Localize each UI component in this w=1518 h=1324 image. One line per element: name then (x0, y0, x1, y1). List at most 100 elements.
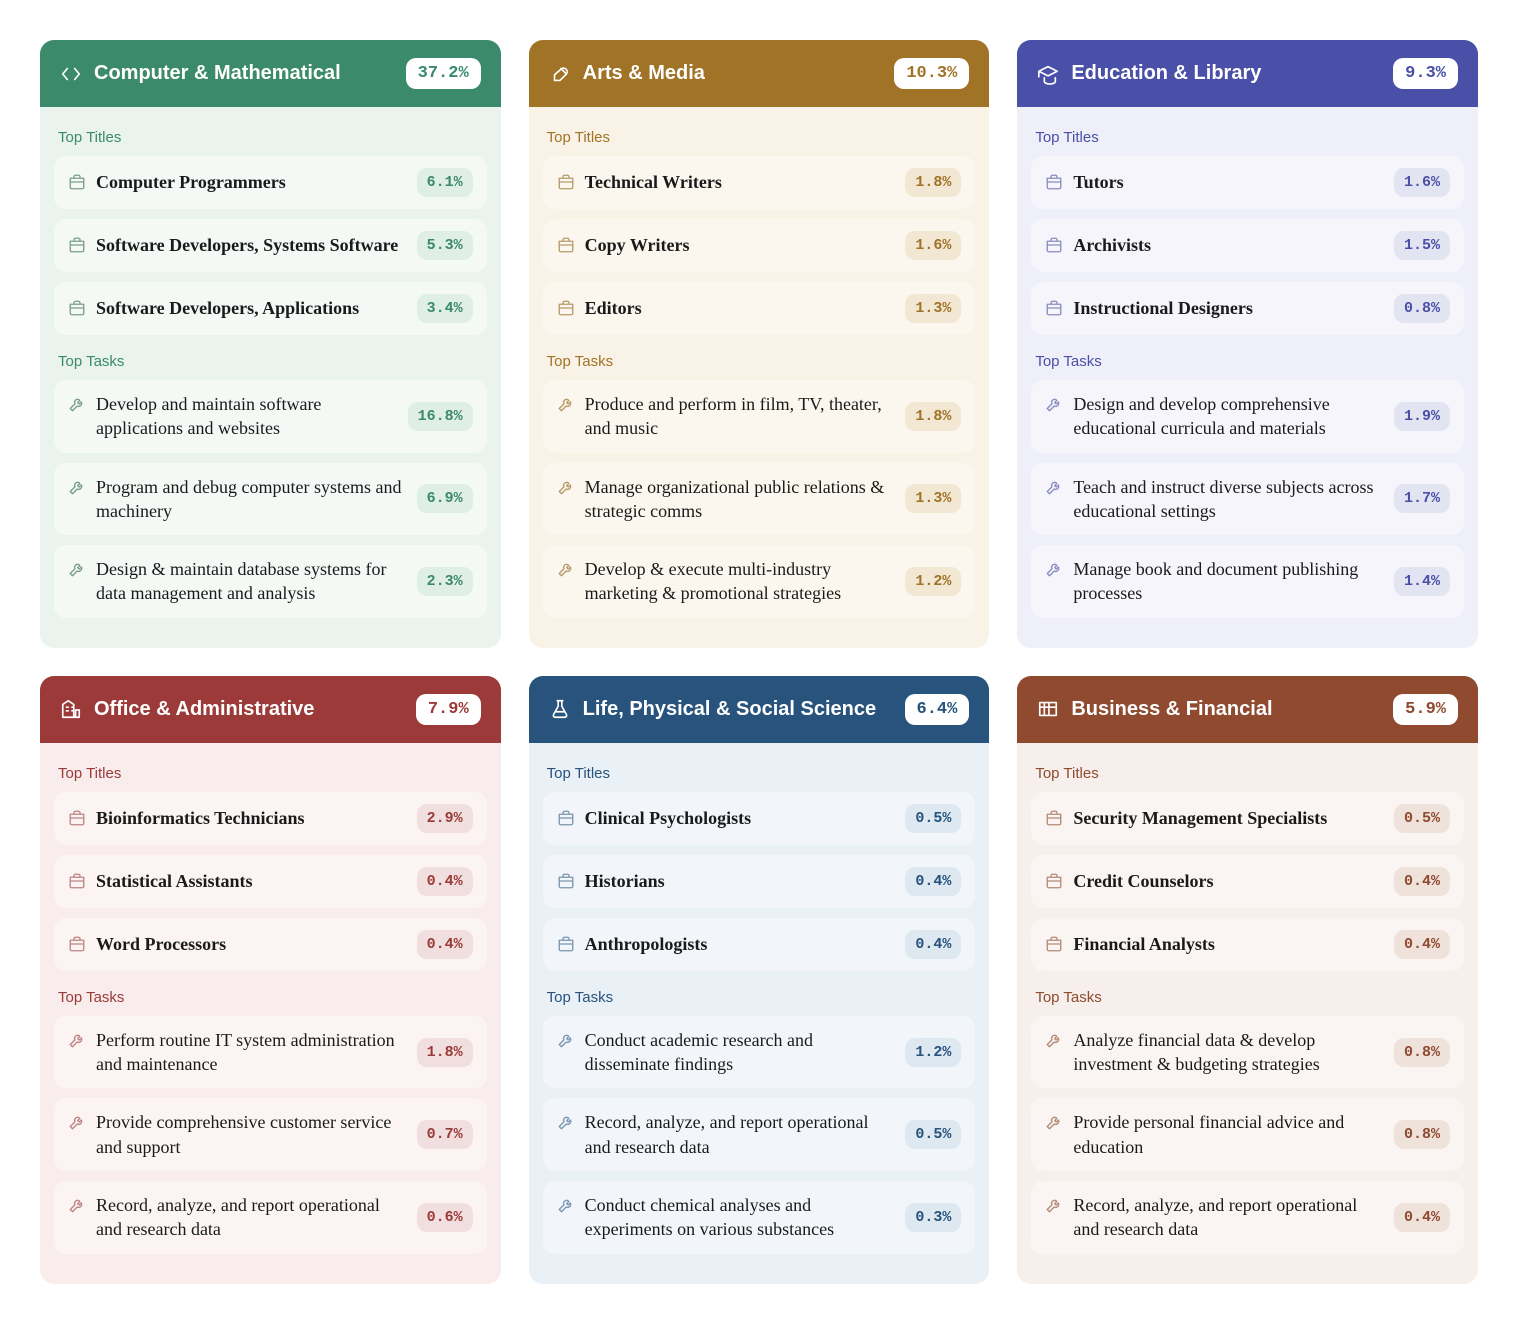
wrench-icon (557, 1031, 575, 1049)
science-category-icon (549, 698, 571, 720)
card-header: Computer & Mathematical37.2% (40, 40, 501, 107)
task-percentage: 1.2% (905, 567, 961, 596)
title-label: Financial Analysts (1073, 932, 1215, 956)
task-row: Develop & execute multi-industry marketi… (543, 545, 976, 618)
briefcase-icon (1045, 935, 1063, 953)
title-row: Software Developers, Systems Software5.3… (54, 219, 487, 272)
task-row: Record, analyze, and report operational … (1031, 1181, 1464, 1254)
card-header: Business & Financial5.9% (1017, 676, 1478, 743)
title-label: Software Developers, Systems Software (96, 233, 398, 257)
card-header-left: Computer & Mathematical (60, 62, 341, 85)
task-label: Provide personal financial advice and ed… (1073, 1110, 1382, 1159)
title-percentage: 3.4% (417, 294, 473, 323)
card-body: Top TitlesTutors1.6%Archivists1.5%Instru… (1017, 107, 1478, 648)
card-body: Top TitlesComputer Programmers6.1%Softwa… (40, 107, 501, 648)
title-label: Credit Counselors (1073, 869, 1213, 893)
task-percentage: 0.8% (1394, 1038, 1450, 1067)
task-label: Program and debug computer systems and m… (96, 475, 405, 524)
task-label: Analyze financial data & develop investm… (1073, 1028, 1382, 1077)
briefcase-icon (557, 236, 575, 254)
task-percentage: 6.9% (417, 484, 473, 513)
tasks-section: Top TasksProduce and perform in film, TV… (543, 353, 976, 618)
item-left: Conduct academic research and disseminat… (557, 1028, 894, 1077)
title-label: Word Processors (96, 932, 226, 956)
top-titles-label: Top Titles (547, 765, 976, 782)
title-row: Technical Writers 1.8% (543, 156, 976, 209)
top-tasks-label: Top Tasks (58, 989, 487, 1006)
title-label: Security Management Specialists (1073, 806, 1327, 830)
top-titles-label: Top Titles (58, 765, 487, 782)
top-titles-label: Top Titles (1035, 765, 1464, 782)
top-tasks-label: Top Tasks (1035, 353, 1464, 370)
category-card-office: Office & Administrative 7.9% Top Titles Bio… (40, 676, 501, 1284)
wrench-icon (1045, 560, 1063, 578)
card-title: Computer & Mathematical (94, 62, 341, 85)
title-row: Tutors1.6% (1031, 156, 1464, 209)
title-percentage: 0.5% (1394, 804, 1450, 833)
title-label: Technical Writers (585, 170, 722, 194)
title-row: Financial Analysts0.4% (1031, 918, 1464, 971)
task-label: Conduct chemical analyses and experiment… (585, 1193, 894, 1242)
title-percentage: 0.4% (417, 867, 473, 896)
task-row: Perform routine IT system administration… (54, 1016, 487, 1089)
task-row: Record, analyze, and report operational … (54, 1181, 487, 1254)
tasks-section: Top TasksConduct academic research and d… (543, 989, 976, 1254)
card-title: Life, Physical & Social Science (583, 698, 876, 721)
tasks-section: Top TasksDevelop and maintain software a… (54, 353, 487, 618)
task-percentage: 1.7% (1394, 484, 1450, 513)
task-row: Record, analyze, and report operational … (543, 1098, 976, 1171)
card-body: Top Titles Security Management Specialist… (1017, 743, 1478, 1284)
title-row: Instructional Designers 0.8% (1031, 282, 1464, 335)
task-percentage: 16.8% (408, 402, 473, 431)
task-label: Teach and instruct diverse subjects acro… (1073, 475, 1382, 524)
category-card-business: Business & Financial5.9% Top Titles Securi… (1017, 676, 1478, 1284)
item-left: Bioinformatics Technicians (68, 806, 405, 830)
item-left: Program and debug computer systems and m… (68, 475, 405, 524)
briefcase-icon (557, 935, 575, 953)
title-percentage: 0.4% (905, 930, 961, 959)
title-percentage: 0.4% (417, 930, 473, 959)
briefcase-icon (1045, 872, 1063, 890)
title-row: Archivists1.5% (1031, 219, 1464, 272)
task-row: Manage book and document publishing proc… (1031, 545, 1464, 618)
briefcase-icon (557, 872, 575, 890)
task-label: Manage organizational public relations &… (585, 475, 894, 524)
card-title: Office & Administrative (94, 698, 314, 721)
item-left: Software Developers, Applications (68, 296, 405, 320)
wrench-icon (68, 478, 86, 496)
wrench-icon (68, 560, 86, 578)
item-left: Software Developers, Systems Software (68, 233, 405, 257)
title-label: Clinical Psychologists (585, 806, 752, 830)
task-percentage: 1.9% (1394, 402, 1450, 431)
item-left: Design and develop comprehensive educati… (1045, 392, 1382, 441)
item-left: Provide comprehensive customer service a… (68, 1110, 405, 1159)
title-label: Instructional Designers (1073, 296, 1253, 320)
item-left: Analyze financial data & develop investm… (1045, 1028, 1382, 1077)
title-percentage: 0.5% (905, 804, 961, 833)
title-row: Editors1.3% (543, 282, 976, 335)
task-label: Record, analyze, and report operational … (1073, 1193, 1382, 1242)
task-label: Provide comprehensive customer service a… (96, 1110, 405, 1159)
category-card-computer: Computer & Mathematical37.2%Top TitlesCo… (40, 40, 501, 648)
wrench-icon (1045, 1113, 1063, 1131)
briefcase-icon (68, 809, 86, 827)
item-left: Financial Analysts (1045, 932, 1382, 956)
title-label: Copy Writers (585, 233, 690, 257)
title-row: Clinical Psychologists 0.5% (543, 792, 976, 845)
title-percentage: 1.8% (905, 168, 961, 197)
item-left: Design & maintain database systems for d… (68, 557, 405, 606)
card-percentage-badge: 7.9% (416, 694, 481, 725)
category-card-science: Life, Physical & Social Science6.4%Top T… (529, 676, 990, 1284)
title-percentage: 0.8% (1394, 294, 1450, 323)
task-label: Record, analyze, and report operational … (96, 1193, 405, 1242)
briefcase-icon (557, 809, 575, 827)
briefcase-icon (1045, 236, 1063, 254)
card-header-left: Arts & Media (549, 62, 705, 85)
task-percentage: 1.4% (1394, 567, 1450, 596)
title-percentage: 0.4% (905, 867, 961, 896)
wrench-icon (557, 560, 575, 578)
task-percentage: 2.3% (417, 567, 473, 596)
task-percentage: 1.3% (905, 484, 961, 513)
task-row: Program and debug computer systems and m… (54, 463, 487, 536)
arts-category-icon (549, 63, 571, 85)
